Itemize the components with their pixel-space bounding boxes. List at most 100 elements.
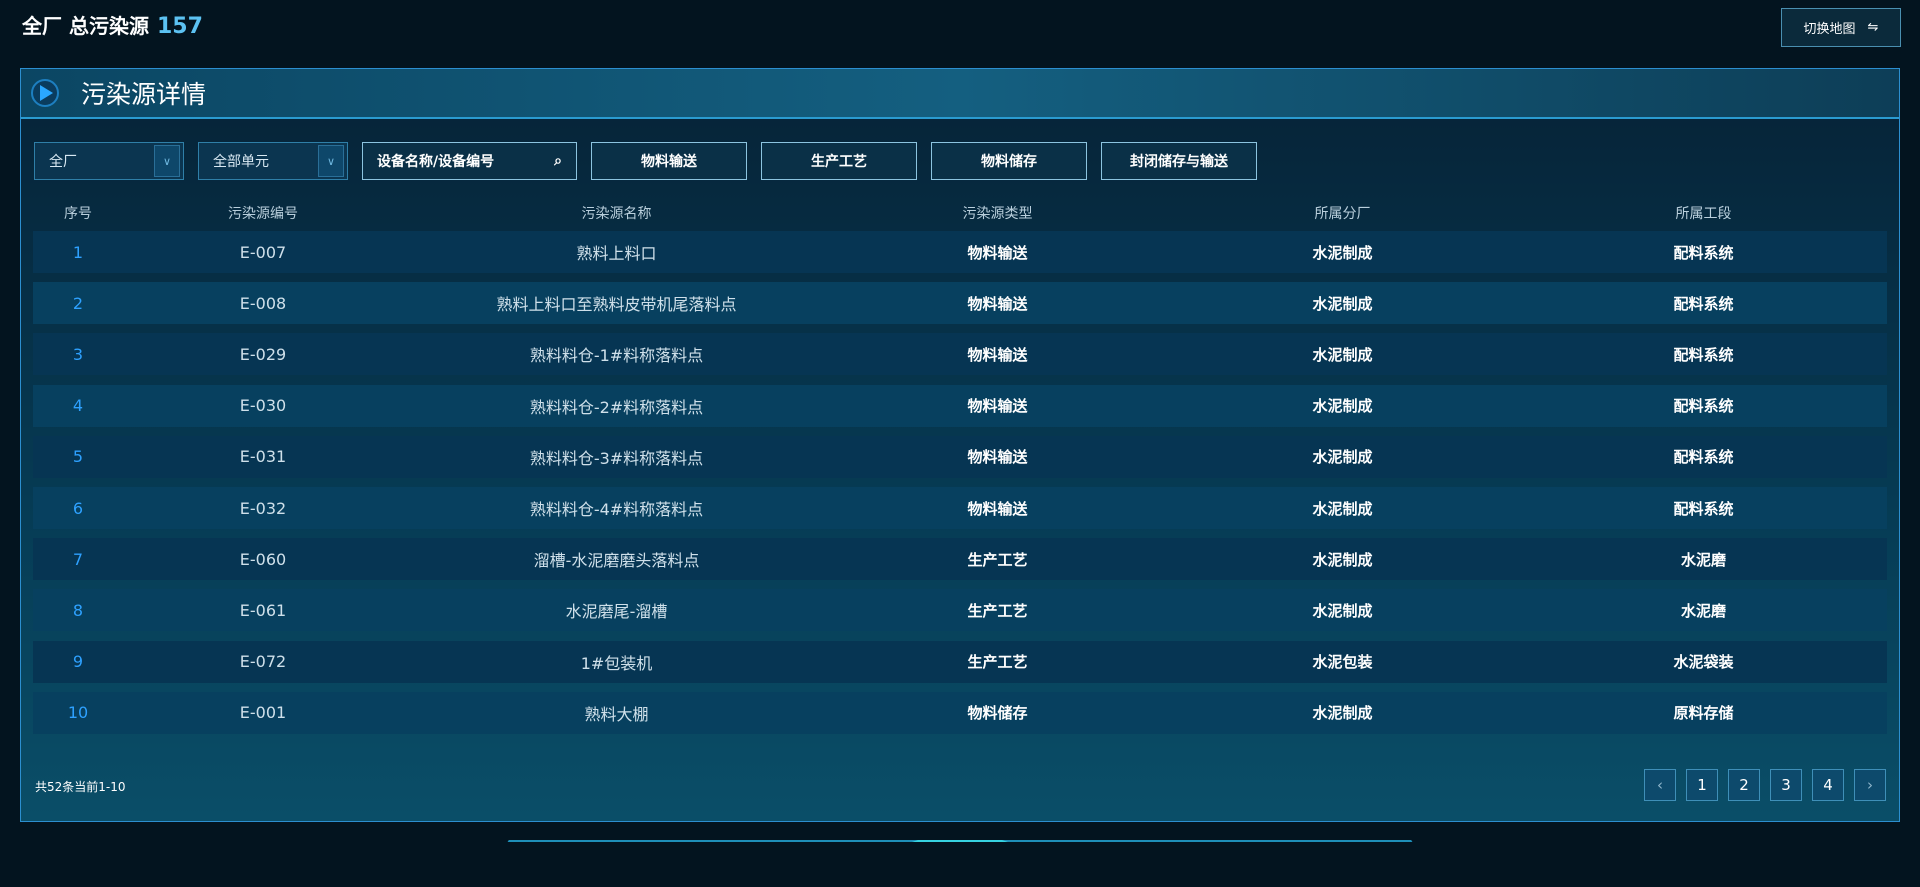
cell-name: 溜槽-水泥磨磨头落料点: [533, 551, 700, 571]
table-row[interactable]: 1 E-007 熟料上料口 物料输送 水泥制成 配料系统: [33, 231, 1887, 273]
table-header: 序号 污染源编号 污染源名称 污染源类型 所属分厂 所属工段: [33, 201, 1887, 225]
filter-production-process[interactable]: 生产工艺: [761, 142, 917, 180]
cell-section: 原料存储: [1673, 704, 1734, 723]
cell-name: 熟料上料口: [576, 244, 657, 263]
page-2-button[interactable]: 2: [1728, 769, 1760, 801]
play-icon: [31, 79, 59, 107]
panel-header: 污染源详情: [21, 69, 1899, 119]
table-row[interactable]: 5 E-031 熟料料仓-3#料称落料点 物料输送 水泥制成 配料系统: [33, 435, 1887, 478]
cell-code: E-061: [239, 600, 287, 620]
cell-index: 4: [72, 396, 84, 416]
cell-type: 生产工艺: [967, 653, 1028, 672]
cell-type: 生产工艺: [967, 550, 1028, 569]
header-index: 序号: [64, 206, 92, 222]
cell-type: 物料输送: [967, 345, 1028, 364]
cell-branch: 水泥制成: [1312, 448, 1373, 467]
cell-name: 熟料料仓-3#料称落料点: [529, 448, 704, 468]
filter-bar: 全厂 ∨ 全部单元 ∨ 设备名称/设备编号 ⌕ 物料输送 生产工艺 物料储存 封闭储存…: [34, 142, 1257, 180]
table-row[interactable]: 9 E-072 1#包装机 生产工艺 水泥包装 水泥袋装: [33, 640, 1887, 683]
table-row[interactable]: 4 E-030 熟料料仓-2#料称落料点 物料输送 水泥制成 配料系统: [33, 384, 1887, 427]
table-row[interactable]: 3 E-029 熟料料仓-1#料称落料点 物料输送 水泥制成 配料系统: [33, 333, 1887, 376]
chevron-down-icon: ∨: [318, 145, 344, 177]
swap-arrows-icon: ⇋: [1867, 20, 1879, 35]
page-3-button[interactable]: 3: [1770, 769, 1802, 801]
cell-section: 配料系统: [1673, 294, 1734, 313]
cell-section: 水泥磨: [1680, 601, 1726, 620]
footer-decoration: [480, 840, 1440, 887]
table-row[interactable]: 8 E-061 水泥磨尾-溜槽 生产工艺 水泥制成 水泥磨: [33, 589, 1887, 632]
cell-branch: 水泥制成: [1312, 345, 1373, 364]
cell-code: E-030: [239, 396, 287, 416]
cell-section: 水泥磨: [1680, 550, 1726, 569]
table-row[interactable]: 10 E-001 熟料大棚 物料储存 水泥制成 原料存储: [33, 691, 1887, 734]
switch-map-button[interactable]: 切换地图 ⇋: [1781, 8, 1901, 47]
cell-code: E-072: [239, 652, 287, 672]
cell-type: 物料输送: [967, 397, 1028, 416]
cell-code: E-001: [239, 703, 287, 723]
cell-index: 6: [72, 498, 84, 518]
unit-select[interactable]: 全部单元 ∨: [198, 142, 348, 180]
header-section: 所属工段: [1675, 206, 1732, 222]
cell-branch: 水泥制成: [1312, 550, 1373, 569]
cell-section: 配料系统: [1673, 499, 1734, 518]
cell-branch: 水泥包装: [1312, 653, 1373, 672]
pagination-summary: 共52条当前1-10: [35, 780, 126, 794]
filter-closed-storage-transport[interactable]: 封闭储存与输送: [1101, 142, 1257, 180]
table-row[interactable]: 6 E-032 熟料料仓-4#料称落料点 物料输送 水泥制成 配料系统: [33, 487, 1887, 529]
filter-material-storage[interactable]: 物料储存: [931, 142, 1087, 180]
header-code: 污染源编号: [228, 206, 298, 222]
search-placeholder: 设备名称/设备编号: [377, 154, 495, 170]
factory-select[interactable]: 全厂 ∨: [34, 142, 184, 180]
table-row[interactable]: 7 E-060 溜槽-水泥磨磨头落料点 生产工艺 水泥制成 水泥磨: [33, 538, 1887, 581]
prev-page-button[interactable]: ‹: [1644, 769, 1676, 801]
cell-section: 配料系统: [1673, 397, 1734, 416]
cell-type: 物料储存: [967, 704, 1028, 723]
cell-code: E-032: [239, 498, 287, 518]
table-row[interactable]: 2 E-008 熟料上料口至熟料皮带机尾落料点 物料输送 水泥制成 配料系统: [33, 282, 1887, 325]
cell-code: E-060: [239, 549, 287, 569]
cell-type: 物料输送: [967, 243, 1028, 262]
cell-index: 5: [72, 447, 84, 467]
pagination: ‹ 1 2 3 4 ›: [1644, 769, 1886, 801]
cell-index: 10: [67, 703, 89, 723]
switch-map-label: 切换地图: [1803, 22, 1856, 37]
header-name: 污染源名称: [581, 206, 652, 222]
cell-code: E-008: [239, 293, 287, 313]
search-icon: ⌕: [554, 153, 562, 169]
cell-branch: 水泥制成: [1312, 294, 1373, 313]
cell-branch: 水泥制成: [1312, 601, 1373, 620]
total-count: 157: [156, 14, 203, 39]
cell-name: 1#包装机: [580, 653, 653, 673]
cell-name: 熟料料仓-2#料称落料点: [529, 397, 704, 417]
cell-name: 熟料上料口至熟料皮带机尾落料点: [496, 295, 737, 315]
cell-section: 水泥袋装: [1673, 653, 1734, 672]
cell-code: E-007: [239, 242, 287, 262]
page-summary: 全厂 总污染源 157: [22, 10, 203, 39]
cell-section: 配料系统: [1673, 345, 1734, 364]
page-1-button[interactable]: 1: [1686, 769, 1718, 801]
cell-branch: 水泥制成: [1312, 704, 1373, 723]
pollution-source-panel: 污染源详情 全厂 ∨ 全部单元 ∨ 设备名称/设备编号 ⌕ 物料输送 生产工艺 物料储…: [20, 68, 1900, 822]
cell-branch: 水泥制成: [1312, 397, 1373, 416]
filter-material-transport[interactable]: 物料输送: [591, 142, 747, 180]
cell-index: 7: [72, 549, 84, 569]
cell-branch: 水泥制成: [1312, 499, 1373, 518]
cell-code: E-029: [239, 344, 287, 364]
cell-name: 熟料料仓-4#料称落料点: [529, 500, 704, 519]
search-input[interactable]: 设备名称/设备编号 ⌕: [362, 142, 577, 180]
cell-name: 水泥磨尾-溜槽: [565, 602, 668, 622]
cell-index: 1: [72, 242, 84, 262]
page-4-button[interactable]: 4: [1812, 769, 1844, 801]
unit-select-value: 全部单元: [213, 154, 269, 170]
summary-title: 全厂 总污染源: [22, 14, 149, 38]
chevron-down-icon: ∨: [154, 145, 180, 177]
cell-index: 3: [72, 344, 84, 364]
cell-branch: 水泥制成: [1312, 243, 1373, 262]
cell-type: 物料输送: [967, 499, 1028, 518]
cell-section: 配料系统: [1673, 448, 1734, 467]
factory-select-value: 全厂: [49, 154, 77, 170]
cell-section: 配料系统: [1673, 243, 1734, 262]
next-page-button[interactable]: ›: [1854, 769, 1886, 801]
cell-code: E-031: [239, 447, 287, 467]
cell-type: 物料输送: [967, 294, 1028, 313]
